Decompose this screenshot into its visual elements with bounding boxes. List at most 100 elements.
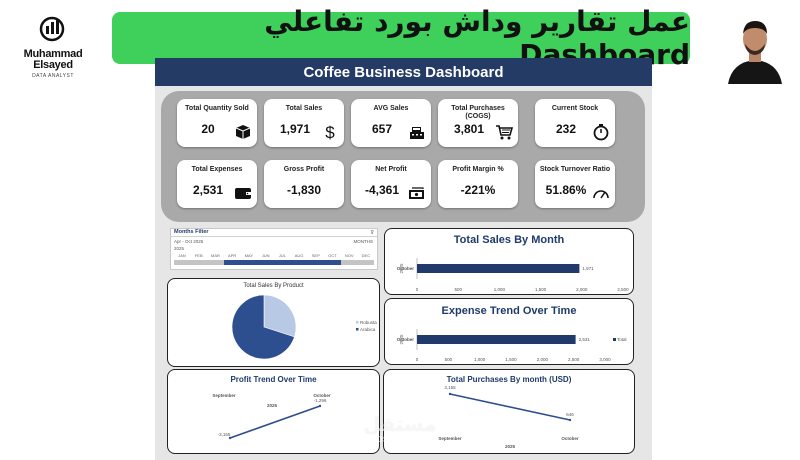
x-tick-label: September — [212, 393, 236, 398]
kpi-label: Net Profit — [375, 166, 407, 173]
category-label: October — [397, 337, 415, 342]
data-label: -3,155 — [218, 432, 231, 437]
month-label[interactable]: NOV — [344, 253, 354, 258]
sales-by-month-title: Total Sales By Month — [453, 234, 565, 246]
brand-subtitle: DATA ANALYST — [32, 73, 74, 79]
kpi-label: Total Quantity Sold — [185, 105, 249, 112]
bar — [417, 335, 576, 344]
sales-by-product-panel: Total Sales By Product Robusta Arabica — [167, 278, 380, 367]
group-label: 2025 — [399, 334, 404, 345]
kpi-value: 3,801 — [453, 122, 485, 136]
kpi-card: Current Stock 232 — [535, 99, 615, 147]
x-tick-label: October — [561, 436, 579, 441]
kpi-value: -221% — [460, 183, 496, 197]
x-tick-label: 2,000 — [537, 357, 549, 362]
person-photo-icon — [728, 21, 782, 84]
kpi-label: Current Stock — [551, 105, 599, 112]
series-line — [229, 405, 321, 439]
sales-by-product-chart: Robusta Arabica — [231, 294, 377, 360]
expense-trend-chart: October 2,531 2025 0 500 1,000 1,500 2,000 2,500… — [397, 329, 627, 362]
brand-logo-icon — [39, 16, 65, 42]
purchases-by-month-title: Total Purchases By month (USD) — [446, 375, 572, 384]
box-icon — [235, 125, 251, 139]
watermark: مستقل mostaql.com — [350, 412, 450, 445]
series-line — [449, 393, 571, 421]
pie-slice — [263, 294, 297, 338]
kpi-label: Gross Profit — [283, 166, 325, 173]
x-tick-label: 1,000 — [474, 357, 486, 362]
month-label[interactable]: JUL — [278, 253, 286, 258]
group-label: 2025 — [505, 444, 516, 449]
data-label: 1,971 — [582, 266, 594, 271]
x-tick-label: 2,500 — [568, 357, 580, 362]
profit-trend-panel: Profit Trend Over Time -3,155 September -1… — [167, 369, 380, 454]
months-filter-range: Apr - Oct 2025 — [174, 239, 204, 244]
x-tick-label: 0 — [416, 357, 419, 362]
month-label[interactable]: JUN — [261, 253, 270, 258]
month-label[interactable]: DEC — [361, 253, 371, 258]
kpi-label: Profit Margin % — [452, 166, 504, 173]
months-filter-unit[interactable]: MONTHS — [353, 239, 374, 244]
kpi-card: Net Profit -4,361 — [351, 160, 431, 208]
kpi-value: 1,971 — [279, 122, 311, 136]
x-tick-label: 1,500 — [535, 287, 547, 292]
dashboard-title: Coffee Business Dashboard — [155, 58, 652, 86]
purchases-by-month-chart: 3,155 September 646 October 2025 — [438, 385, 579, 449]
x-tick-label: October — [313, 393, 331, 398]
months-filter-slicer[interactable]: Months Filter ⊽ Apr - Oct 2025 MONTHS 20… — [170, 228, 378, 270]
kpi-card: Profit Margin % -221% — [438, 160, 518, 208]
month-label[interactable]: MAR — [210, 253, 220, 258]
kpi-value: 20 — [201, 122, 215, 136]
month-label[interactable]: APR — [228, 253, 237, 258]
svg-text:$: $ — [325, 123, 335, 141]
cash-register-icon — [410, 127, 424, 139]
gauge-icon — [593, 190, 609, 199]
group-label: 2025 — [399, 263, 404, 274]
month-label[interactable]: FEB — [194, 253, 203, 258]
x-tick-label: 0 — [416, 287, 419, 292]
data-label: 2,531 — [579, 337, 591, 342]
month-label[interactable]: AUG — [294, 253, 304, 258]
kpi-card: Total Sales 1,971 $ — [264, 99, 344, 147]
x-tick-label: September — [438, 436, 462, 441]
x-tick-label: 500 — [454, 287, 462, 292]
months-filter-selection[interactable] — [224, 260, 341, 265]
kpi-value: 657 — [371, 122, 393, 136]
data-label: -1,296 — [314, 398, 327, 403]
legend-swatch — [613, 338, 616, 341]
expense-trend-title: Expense Trend Over Time — [441, 305, 577, 317]
brand-block: Muhammad Elsayed DATA ANALYST — [18, 16, 88, 79]
month-label[interactable]: JAN — [178, 253, 186, 258]
x-tick-label: 3,000 — [599, 357, 611, 362]
months-filter-title: Months Filter — [171, 229, 377, 237]
data-point — [448, 392, 452, 396]
sales-by-month-panel: Total Sales By Month October 1,971 2025 0 50… — [384, 228, 634, 295]
group-label: 2025 — [267, 403, 278, 408]
x-tick-label: 1,500 — [505, 357, 517, 362]
clear-filter-icon[interactable]: ⊽ — [370, 230, 374, 236]
bar — [417, 264, 580, 273]
avatar — [724, 12, 786, 84]
data-point — [568, 418, 572, 422]
kpi-value: -1,830 — [286, 183, 322, 197]
wallet-icon — [235, 188, 251, 199]
kpi-value: 51.86% — [545, 183, 587, 197]
money-icon — [409, 187, 424, 199]
kpi-value: -4,361 — [364, 183, 400, 197]
dollar-icon: $ — [325, 123, 335, 141]
watermark-arabic: مستقل — [363, 412, 437, 436]
kpi-card: Stock Turnover Ratio 51.86% — [535, 160, 615, 208]
kpi-card: Total Purchases (COGS) 3,801 — [438, 99, 518, 147]
kpi-label: Total Sales — [285, 105, 323, 112]
month-label[interactable]: MAY — [244, 253, 254, 258]
x-tick-label: 2,500 — [617, 287, 629, 292]
data-point — [318, 404, 322, 408]
legend-label: Robusta — [360, 320, 377, 325]
kpi-card: Gross Profit -1,830 — [264, 160, 344, 208]
month-label[interactable]: OCT — [328, 253, 337, 258]
data-point — [228, 436, 232, 440]
x-tick-label: 1,000 — [494, 287, 506, 292]
month-label[interactable]: SEP — [311, 253, 320, 258]
